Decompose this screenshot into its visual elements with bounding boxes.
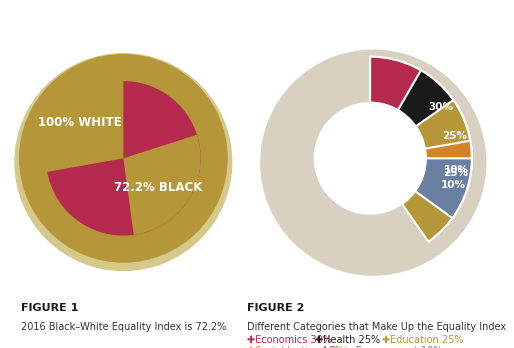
Text: FIGURE 1: FIGURE 1 — [21, 303, 78, 313]
Text: 30%: 30% — [428, 102, 453, 112]
Text: 25%: 25% — [442, 131, 467, 141]
Text: ✚Education 25%: ✚Education 25% — [382, 335, 464, 345]
Text: 100% WHITE: 100% WHITE — [38, 116, 122, 128]
Text: ✚Health 25%: ✚Health 25% — [315, 335, 380, 345]
Text: 10%: 10% — [440, 180, 466, 190]
Circle shape — [315, 103, 426, 214]
Text: ✚Civic Engagement 10%: ✚Civic Engagement 10% — [321, 346, 443, 348]
Text: FIGURE 2: FIGURE 2 — [247, 303, 304, 313]
Text: 25%: 25% — [444, 168, 469, 179]
Circle shape — [15, 54, 232, 270]
Text: 72.2% BLACK: 72.2% BLACK — [114, 181, 202, 194]
Wedge shape — [47, 81, 200, 236]
Text: Different Categories that Make Up the Equality Index: Different Categories that Make Up the Eq… — [247, 322, 506, 332]
Text: 2016 Black–White Equality Index is 72.2%: 2016 Black–White Equality Index is 72.2% — [21, 322, 226, 332]
Text: ✚Social Justice 10%: ✚Social Justice 10% — [247, 346, 343, 348]
Text: 10%: 10% — [444, 166, 469, 175]
Wedge shape — [420, 141, 472, 203]
Wedge shape — [398, 70, 472, 209]
Wedge shape — [123, 135, 200, 235]
Wedge shape — [415, 158, 472, 218]
Circle shape — [261, 50, 486, 275]
Circle shape — [20, 55, 227, 262]
Wedge shape — [402, 100, 472, 242]
Text: ✚Economics 30%: ✚Economics 30% — [247, 335, 332, 345]
Wedge shape — [370, 57, 472, 190]
